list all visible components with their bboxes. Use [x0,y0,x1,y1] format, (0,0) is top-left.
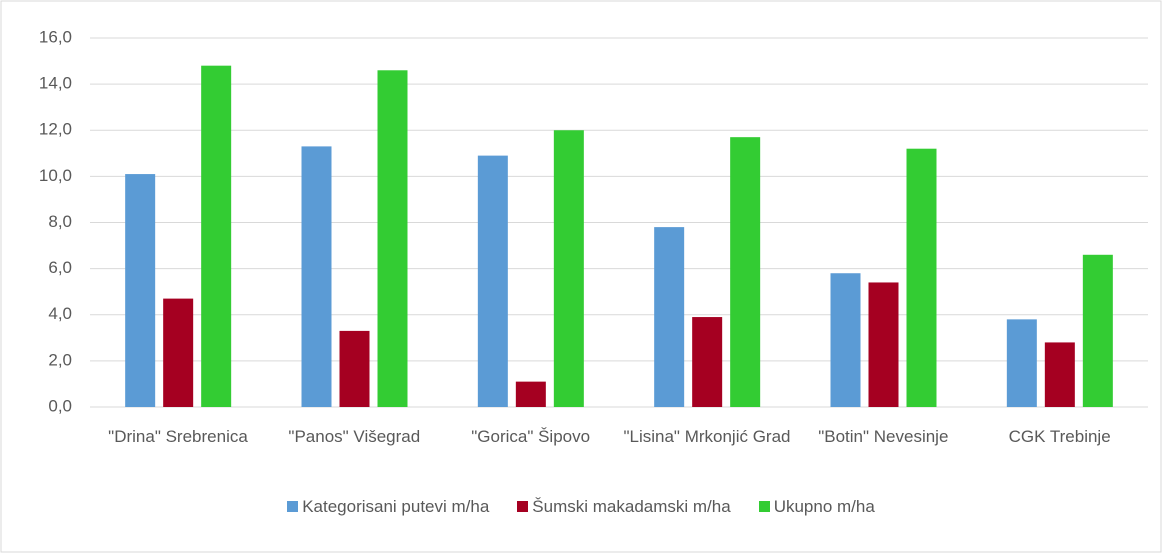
x-tick-label: "Gorica" Šipovo [471,427,591,446]
x-tick-label: "Lisina" Mrkonjić Grad [623,427,791,446]
bar [515,381,546,407]
bar [163,298,194,407]
legend-item: Šumski makadamski m/ha [517,497,731,517]
bar [201,65,232,408]
legend-label: Kategorisani putevi m/ha [302,497,490,516]
bar [301,146,332,408]
legend-item: Kategorisani putevi m/ha [287,497,489,517]
bar [1044,342,1075,407]
bar [906,148,937,407]
x-tick-label: CGK Trebinje [1008,427,1111,446]
legend-swatch [758,501,770,512]
bar [654,227,685,407]
bar [125,174,156,407]
bar [692,317,723,407]
x-tick-label: "Drina" Srebrenica [108,427,248,446]
bar [1082,254,1113,407]
legend-swatch [287,501,299,512]
bar [477,155,508,407]
y-tick-label: 6,0 [48,258,72,277]
y-tick-label: 12,0 [39,120,72,139]
y-tick-label: 10,0 [39,166,72,185]
bar [868,282,899,407]
legend-label: Ukupno m/ha [773,497,875,516]
x-tick-label: "Panos" Višegrad [288,427,421,446]
legend-item: Ukupno m/ha [758,497,875,517]
y-tick-label: 8,0 [48,212,72,231]
bar [377,70,408,407]
y-tick-label: 14,0 [39,74,72,93]
bar [553,130,584,407]
y-tick-label: 4,0 [48,304,72,323]
legend: Kategorisani putevi m/ha Šumski makadamsk… [0,497,1162,517]
y-tick-label: 16,0 [39,27,72,46]
bar [1006,319,1037,407]
bar [339,330,370,407]
x-tick-label: "Botin" Nevesinje [818,427,949,446]
legend-label: Šumski makadamski m/ha [532,497,731,516]
bar [830,273,861,407]
bar [730,137,761,407]
legend-swatch [517,501,529,512]
y-tick-label: 2,0 [48,350,72,369]
y-tick-label: 0,0 [48,396,72,415]
